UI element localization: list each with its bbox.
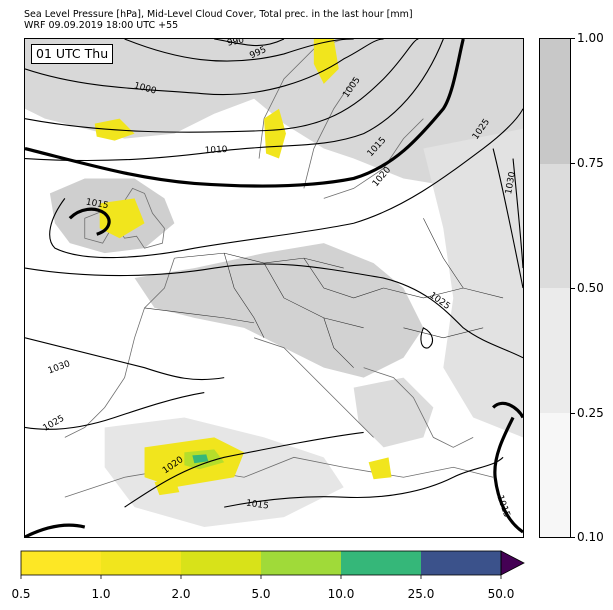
precip-colorbar-swatch [421, 551, 501, 575]
isobar-label-1025-southwest: 1025 [42, 414, 67, 434]
precip-ireland [99, 198, 145, 239]
isobar-995 [124, 39, 354, 62]
precip-tunisia [154, 477, 180, 496]
cloud-cover-tick-label: 0.50 [577, 281, 604, 295]
precip-colorbar-swatch [21, 551, 102, 575]
cloud-cover-tick-label: 0.75 [577, 156, 604, 170]
isobar-1015-south [224, 456, 504, 508]
precip-colorbar [20, 550, 525, 579]
cloud-cover-colorbar [539, 38, 571, 538]
precip-tick-label: 1.0 [91, 587, 111, 601]
cloud-cover-tick [570, 288, 575, 289]
isobar-1015-east [491, 401, 523, 419]
isobar-label-990: 990 [226, 39, 245, 49]
cloud-area-balkans [353, 377, 434, 448]
cloud-cover-tick-label: 0.25 [577, 406, 604, 420]
isobar-label-1030-north: 1030 [504, 171, 518, 195]
coast-balkans [363, 367, 474, 448]
isobar-layer [25, 39, 523, 537]
precip-colorbar-swatch [101, 551, 182, 575]
border-layer [144, 218, 504, 368]
isobar-1015-thick-sw [25, 523, 86, 537]
cloud-cover-tick [570, 537, 575, 538]
isobar-label-1010: 1010 [204, 145, 228, 156]
isobar-label-1030-west: 1030 [47, 359, 72, 376]
isobar-low-adriatic [420, 327, 434, 349]
isobar-label-1015-southeast: 1015 [494, 494, 511, 519]
precip-tick-label: 2.0 [171, 587, 191, 601]
coast-france-spain [64, 257, 175, 438]
isobar-1015-front [25, 39, 465, 188]
isobar-1030 [25, 158, 523, 381]
precip-libya [368, 457, 392, 480]
map-canvas: 990 995 1000 1005 1010 1015 1015 1020 10… [25, 39, 523, 537]
isobar-1020-south [124, 431, 364, 508]
isobar-label-1015-south: 1015 [245, 499, 269, 512]
isobar-1025-south [25, 392, 205, 430]
cloud-cover-swatch-1 [540, 39, 570, 164]
time-label-box: 01 UTC Thu [31, 44, 114, 64]
isobar-1025-north [492, 148, 523, 289]
cloud-cover-swatch-2 [540, 163, 570, 288]
isobar-label-1015-low: 1015 [85, 197, 109, 211]
precip-colorbar-swatch [261, 551, 342, 575]
cloud-area-central-europe [134, 243, 424, 378]
coast-baltic [323, 118, 424, 199]
isobar-1025 [25, 263, 523, 359]
cloud-cover-swatch-3 [540, 288, 570, 413]
isobar-1015-low [68, 207, 111, 236]
weather-map: 990 995 1000 1005 1010 1015 1015 1020 10… [24, 38, 524, 538]
isobar-990 [214, 39, 285, 47]
precip-colorbar-swatch [341, 551, 422, 575]
isobar-1005 [25, 39, 419, 133]
cloud-cover-swatch-4 [540, 412, 570, 537]
precip-colorbar-extend-arrow [500, 550, 525, 576]
precip-north-africa-max [192, 454, 209, 464]
precip-tick-label: 0.5 [11, 587, 31, 601]
precip-colorbar-ticks [20, 575, 502, 579]
chart-subtitle: WRF 09.09.2019 18:00 UTC +55 [24, 20, 179, 31]
isobar-1010 [25, 39, 444, 162]
precip-tick-label: 25.0 [407, 587, 435, 601]
precip-tick-label: 5.0 [251, 587, 271, 601]
isobar-1000 [25, 39, 384, 96]
precip-tick-label: 10.0 [327, 587, 355, 601]
isobar-1020 [49, 108, 523, 259]
cloud-cover-tick-label: 0.10 [577, 530, 604, 544]
isobar-1015-thick-se [493, 416, 523, 534]
cloud-cover-tick [570, 413, 575, 414]
chart-title: Sea Level Pressure [hPa], Mid-Level Clou… [24, 9, 413, 20]
cloud-cover-tick [570, 38, 575, 39]
precip-colorbar-swatches [21, 551, 502, 575]
cloud-cover-tick [570, 163, 575, 164]
coast-sweden [303, 78, 355, 189]
cloud-cover-tick-label: 1.00 [577, 31, 604, 45]
coast-italy [253, 337, 374, 438]
cloud-area-east [423, 128, 523, 438]
precip-tick-label: 50.0 [487, 587, 515, 601]
precip-colorbar-swatch [181, 551, 262, 575]
